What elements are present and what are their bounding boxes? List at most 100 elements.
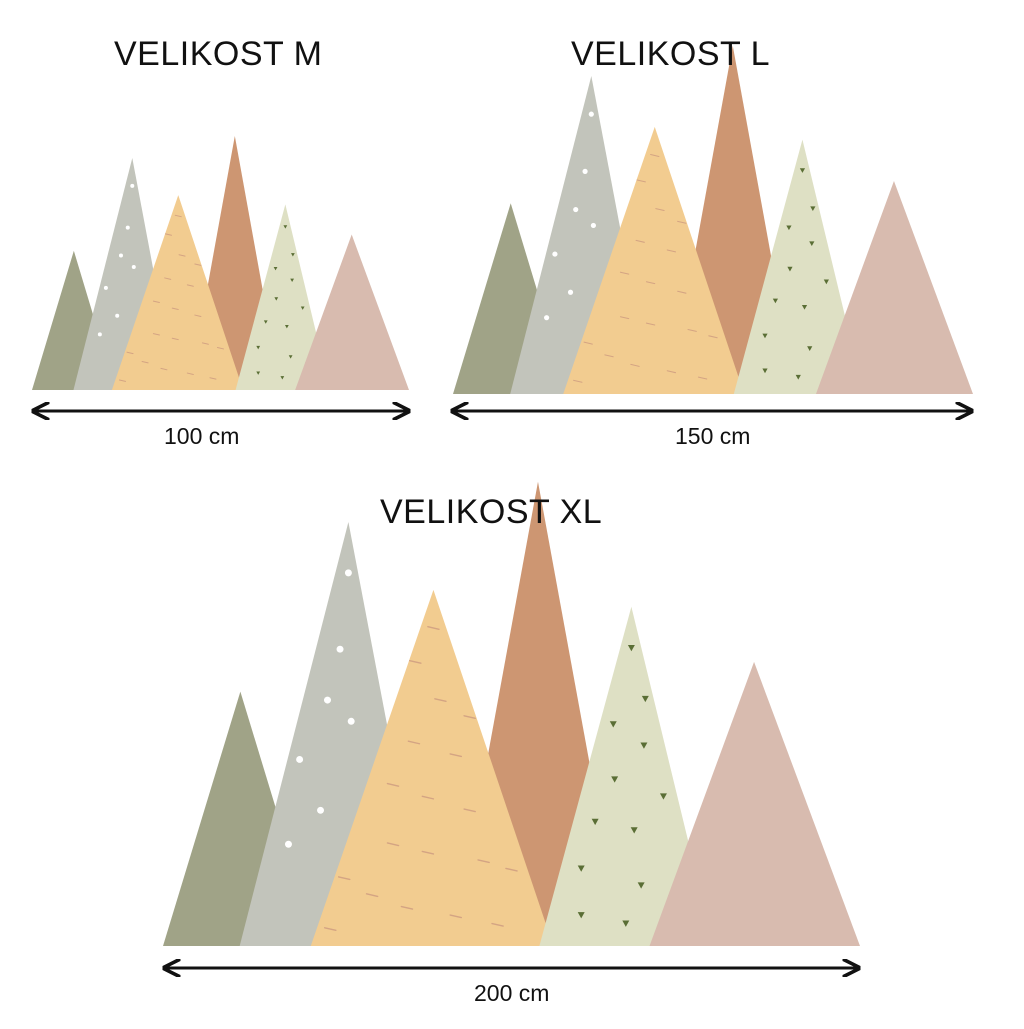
dot-mark [115,313,120,318]
dot-mark [125,225,130,230]
dash-mark [636,179,646,183]
triangle-mark [762,368,768,374]
dash-mark [186,372,194,375]
dash-mark [477,859,490,864]
triangle-mark [290,278,295,283]
dash-mark [164,277,172,280]
dot-mark [130,183,135,188]
dash-mark [666,249,677,253]
dash-mark [449,753,463,758]
dash-mark [630,363,640,367]
dot-mark [131,265,136,270]
dash-mark [118,379,126,382]
dash-mark [434,698,447,703]
dash-mark [677,220,687,224]
triangle-mark [256,371,261,375]
dot-mark [590,222,597,229]
dash-mark [407,740,421,745]
triangle-mark [611,776,619,783]
dash-mark [645,281,656,285]
size-l-mountains [453,45,973,411]
dash-mark [666,370,677,374]
dash-mark [194,263,202,266]
dot-mark [296,755,304,763]
dot-mark [544,315,550,321]
dot-mark [97,332,102,337]
triangle-mark [263,320,268,324]
dash-mark [619,271,630,275]
dot-mark [317,806,325,814]
triangle-mark [640,742,648,749]
triangle-mark [609,721,617,728]
mountain-group-l [453,45,973,394]
triangle-mark [786,225,792,231]
triangle-mark [577,912,585,919]
pink-mountain [815,180,973,394]
dash-mark [152,300,160,304]
dash-mark [152,333,160,336]
triangle-mark [641,695,649,703]
triangle-mark [807,346,813,351]
triangle-mark [795,374,801,380]
dash-mark [160,367,168,371]
dash-mark [209,377,217,380]
dash-mark [194,314,202,317]
triangle-mark [787,266,793,272]
size-m-title: VELIKOST M [114,35,323,73]
triangle-mark [627,644,635,652]
dot-mark [118,253,123,258]
triangle-mark [591,818,599,826]
size-xl-mountains [163,481,860,968]
triangle-mark [577,865,585,872]
dash-mark [126,351,134,355]
size-l-title: VELIKOST L [571,35,771,73]
dash-mark [164,233,172,236]
dash-mark [491,922,504,927]
dot-mark [336,645,344,653]
dash-mark [583,341,593,345]
triangle-mark [630,827,638,834]
triangle-mark [256,345,261,350]
dash-mark [171,337,179,341]
dash-mark [174,214,182,218]
dash-mark [449,914,463,919]
triangle-mark [284,325,289,329]
dot-mark [552,251,558,257]
triangle-mark [622,920,630,927]
dash-mark [463,808,476,813]
triangle-mark [300,306,305,310]
dash-mark [619,316,630,320]
dash-mark [337,876,351,881]
dot-mark [567,289,574,295]
yellow-mountain [310,589,554,946]
triangle-mark [809,241,815,247]
size-m-mountains [32,135,409,411]
dash-mark [178,254,186,257]
size-xl-title: VELIKOST XL [380,493,603,531]
triangle-mark [659,793,667,800]
dash-mark [324,927,337,932]
dash-mark [645,322,656,326]
dash-mark [365,893,379,898]
triangle-mark [799,168,806,173]
dash-mark [687,328,697,332]
dash-mark [216,347,225,350]
triangle-mark [801,304,808,310]
triangle-mark [288,355,293,359]
dot-mark [573,206,579,213]
dash-mark [400,905,414,910]
triangle-mark [274,297,279,301]
dash-mark [677,290,687,294]
dash-mark [141,360,149,364]
dash-mark [186,284,194,287]
pink-mountain [295,234,409,390]
dash-mark [386,782,400,787]
triangle-mark [810,206,816,212]
dash-mark [708,335,718,339]
dot-mark [582,168,588,174]
dash-mark [635,239,645,243]
yellow-mountain [563,126,745,394]
dash-mark [650,154,660,157]
triangle-mark [280,376,285,380]
